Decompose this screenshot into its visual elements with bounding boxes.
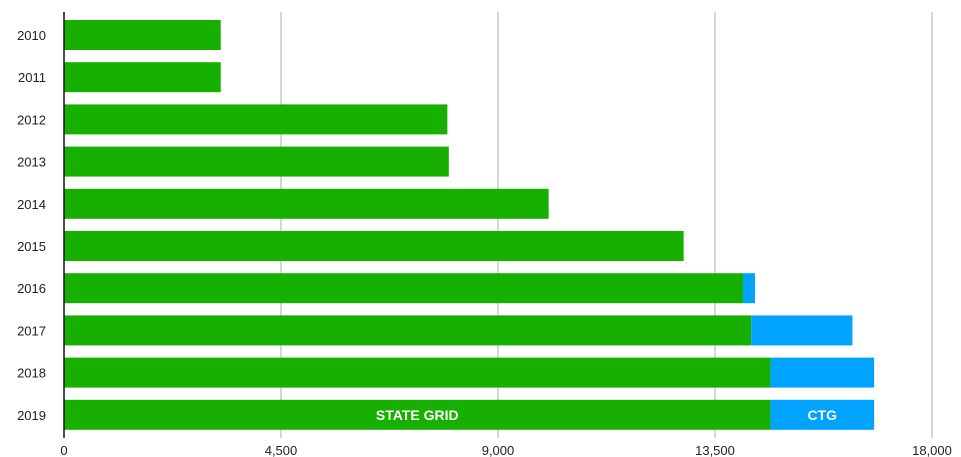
bar-2019-ctg	[770, 399, 875, 430]
segment-label-ctg: CTG	[808, 407, 838, 423]
bar-2019-state-grid	[64, 399, 771, 430]
bar-2017-state-grid	[64, 315, 752, 346]
y-tick-label-2016: 2016	[17, 281, 46, 296]
bar-2015-state-grid	[64, 231, 684, 261]
y-tick-label-2018: 2018	[17, 366, 46, 381]
bar-2018-state-grid	[64, 357, 771, 388]
x-tick-label-13500: 13,500	[695, 443, 735, 457]
y-tick-label-2015: 2015	[17, 239, 46, 254]
y-tick-label-2013: 2013	[17, 155, 46, 170]
x-tick-label-18000: 18,000	[912, 443, 952, 457]
x-tick-labels: 0 4,500 9,000 13,500 18,000	[60, 443, 952, 457]
y-tick-labels: 2010 2011 2012 2013 2014 2015 2016 2017 2018 2019	[17, 28, 46, 423]
x-tick-label-4500: 4,500	[265, 443, 298, 457]
bar-2010-state-grid	[64, 20, 221, 50]
bar-2011-state-grid	[64, 62, 221, 93]
bar-2016-ctg	[742, 273, 756, 304]
bar-2017-ctg	[751, 315, 853, 346]
y-tick-label-2017: 2017	[17, 323, 46, 338]
y-tick-label-2019: 2019	[17, 408, 46, 423]
bars	[64, 20, 875, 430]
bar-2014-state-grid	[64, 188, 549, 219]
segment-label-state-grid: STATE GRID	[376, 407, 459, 423]
y-tick-label-2014: 2014	[17, 197, 46, 212]
bar-2018-ctg	[770, 357, 875, 388]
x-tick-label-0: 0	[60, 443, 67, 457]
bar-2012-state-grid	[64, 104, 448, 135]
y-tick-label-2011: 2011	[18, 70, 46, 85]
y-tick-label-2012: 2012	[17, 112, 46, 127]
bar-2016-state-grid	[64, 273, 743, 304]
segment-labels: STATE GRID CTG	[376, 407, 837, 423]
y-tick-label-2010: 2010	[17, 28, 46, 43]
bar-2013-state-grid	[64, 146, 449, 177]
x-tick-label-9000: 9,000	[482, 443, 515, 457]
